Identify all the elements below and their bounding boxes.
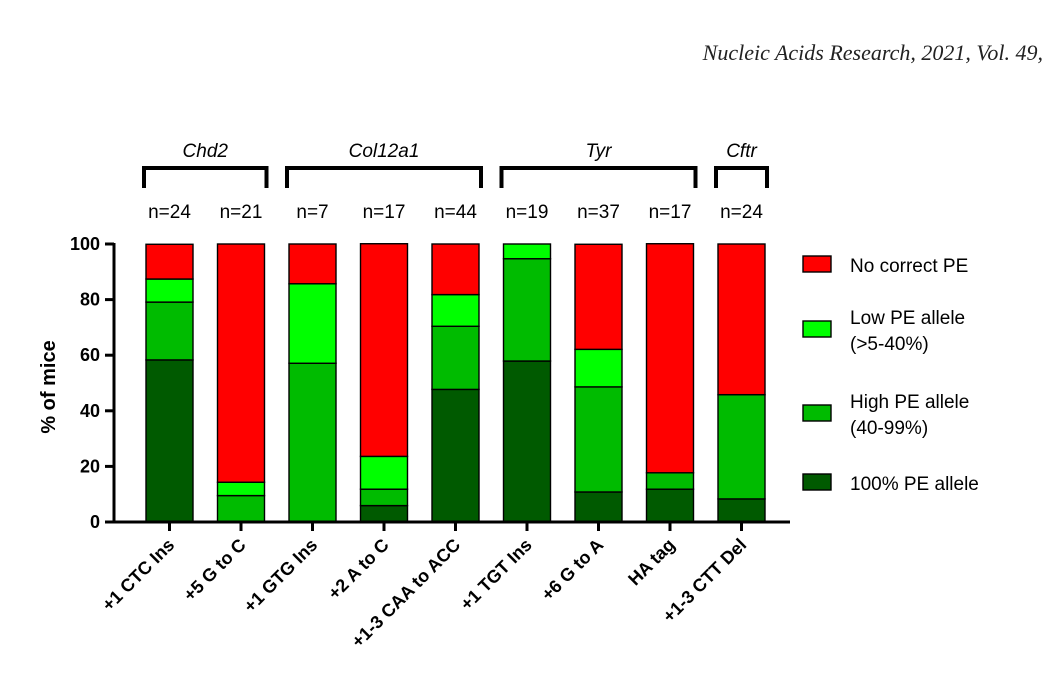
bar-segment (645, 472, 695, 490)
bar-segment (502, 258, 552, 362)
bar-segment (502, 360, 552, 523)
legend-swatch (802, 473, 832, 491)
group-label: Tyr (585, 141, 612, 162)
bar-segment (145, 278, 194, 303)
bar-segment (645, 488, 695, 523)
bar-segment (574, 386, 623, 493)
n-label: n=24 (720, 202, 763, 223)
x-tick-label: HA tag (624, 535, 679, 590)
legend-swatch (802, 320, 832, 338)
bar-segment (216, 243, 266, 483)
x-tick-label: +5 G to C (179, 535, 249, 605)
x-tick-label: +1 GTG Ins (240, 535, 322, 617)
bar-segment (717, 393, 766, 500)
y-tick-label: 60 (80, 345, 100, 365)
y-tick-label: 40 (80, 401, 100, 421)
bar-segment (288, 362, 337, 523)
x-tick-label: +2 A to C (324, 535, 393, 604)
legend-label: 100% PE allele (850, 474, 979, 495)
legend-label-line: (>5-40%) (850, 334, 929, 355)
legend-label: Low PE allele (>5-40%) (850, 308, 965, 355)
x-tick-label: +6 G to A (537, 535, 607, 605)
bar-segment (359, 504, 409, 523)
x-tick-label: +1 CTC Ins (98, 535, 178, 615)
bar-segment (574, 243, 623, 351)
group-label: Col12a1 (349, 141, 420, 162)
n-label: n=17 (649, 202, 692, 223)
n-label: n=7 (296, 202, 328, 223)
group-bracket (499, 166, 698, 188)
bar-segment (216, 481, 266, 497)
bar-segment (359, 455, 409, 490)
n-label: n=37 (577, 202, 620, 223)
group-bracket (142, 166, 269, 188)
legend-label-line: 100% PE allele (850, 474, 979, 495)
bars-layer (145, 243, 766, 523)
legend-label-line: (40-99%) (850, 418, 928, 439)
y-tick-label: 80 (80, 290, 100, 310)
journal-header: Nucleic Acids Research, 2021, Vol. 49, (702, 40, 1043, 65)
bar-segment (359, 488, 409, 507)
legend-label-line: Low PE allele (850, 308, 965, 329)
legend: No correct PE Low PE allele (>5-40%) High P… (802, 255, 979, 495)
bar-segment (645, 243, 695, 474)
bar-segment (717, 243, 766, 396)
axes-layer: 0 20 40 60 80 100 % of mice (38, 234, 790, 532)
group-label: Cftr (726, 141, 757, 162)
bar-segment (359, 243, 409, 458)
x-tick-label: +1 TGT Ins (456, 535, 536, 615)
legend-label-line: High PE allele (850, 392, 969, 413)
n-label: n=21 (220, 202, 263, 223)
y-tick-label: 100 (70, 234, 100, 254)
n-label: n=44 (434, 202, 477, 223)
bar-segment (431, 243, 480, 296)
bar-segment (431, 325, 480, 391)
bar-segment (431, 388, 480, 523)
bar-segment (216, 494, 266, 523)
group-label: Chd2 (183, 141, 229, 162)
bar-segment (502, 243, 552, 260)
group-bracket (285, 166, 483, 188)
y-axis-title: % of mice (38, 340, 60, 433)
n-label: n=24 (148, 202, 191, 223)
y-tick-label: 0 (90, 512, 100, 532)
bar-segment (288, 283, 337, 364)
n-label: n=17 (363, 202, 406, 223)
bar-segment (288, 243, 337, 285)
legend-label-line: No correct PE (850, 256, 968, 277)
legend-label: High PE allele (40-99%) (850, 392, 969, 439)
bar-segment (145, 359, 194, 523)
bar-segment (574, 348, 623, 388)
legend-swatch (802, 255, 832, 273)
legend-swatch (802, 404, 832, 422)
bar-segment (145, 243, 194, 280)
bar-segment (145, 301, 194, 361)
n-label: n=19 (506, 202, 549, 223)
legend-label: No correct PE (850, 256, 968, 277)
group-bracket (714, 166, 769, 188)
bar-segment (717, 498, 766, 523)
bar-segment (431, 293, 480, 327)
y-tick-label: 20 (80, 456, 100, 476)
bar-segment (574, 491, 623, 523)
